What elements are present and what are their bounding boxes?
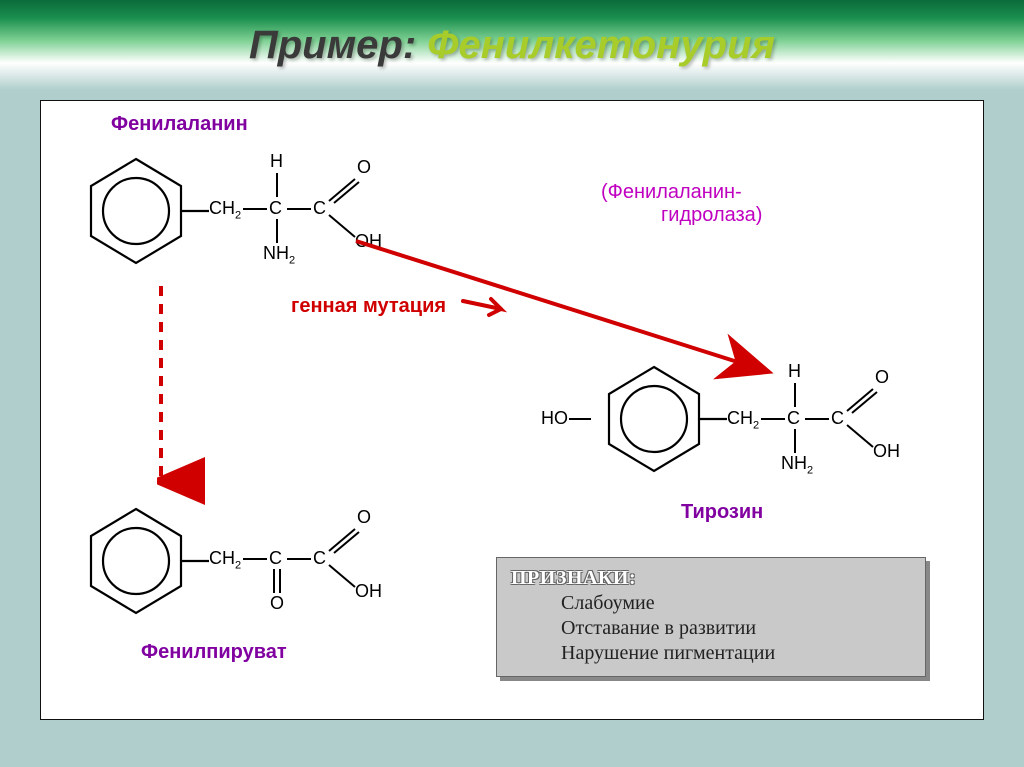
phe-c2: C	[313, 198, 326, 219]
pp-oh: OH	[355, 581, 382, 602]
atom-sub2-p: 2	[235, 560, 241, 572]
bond-pp-2	[285, 557, 313, 561]
bond-tyr-1	[759, 417, 787, 421]
slide-title: Пример: Фенилкетонурия	[249, 23, 775, 68]
arrow-dashed-down	[146, 286, 176, 496]
phe-ch2: CH2	[209, 198, 241, 222]
atom-ch-p: CH	[209, 548, 235, 568]
mutation-mark	[461, 291, 521, 321]
atom-nh: NH	[263, 243, 289, 263]
phe-o: O	[357, 157, 371, 178]
tyr-oh: OH	[873, 441, 900, 462]
tyr-o: O	[875, 367, 889, 388]
signs-item-2: Нарушение пигментации	[511, 641, 911, 666]
diagram-panel: Фенилаланин CH2 C H NH2 C O OH (Фенилала…	[40, 100, 984, 720]
bond-tyr-down	[793, 427, 797, 455]
signs-item-0: Слабоумие	[511, 591, 911, 616]
bond-pp-1	[241, 557, 269, 561]
atom-ch: CH	[209, 198, 235, 218]
label-phenylpyruvate: Фенилпируват	[141, 641, 287, 664]
bond-phe-dbO	[327, 175, 361, 205]
atom-sub2-t2: 2	[807, 465, 813, 477]
signs-box: ПРИЗНАКИ: Слабоумие Отставание в развити…	[496, 557, 926, 677]
bond-tyr-dbO	[845, 385, 879, 415]
benzene-phenylpyruvate	[71, 501, 201, 621]
atom-sub2-t: 2	[753, 420, 759, 432]
label-tyrosine: Тирозин	[681, 501, 763, 524]
pp-c2: C	[313, 548, 326, 569]
pp-o: O	[357, 507, 371, 528]
title-prefix: Пример:	[249, 23, 427, 67]
bond-phe-1	[241, 207, 269, 211]
tyr-nh2: NH2	[781, 453, 813, 477]
atom-ch-t: CH	[727, 408, 753, 428]
label-enzyme: (Фенилаланин- гидролаза)	[601, 181, 762, 227]
label-phenylalanine: Фенилаланин	[111, 113, 248, 136]
tyr-c2: C	[831, 408, 844, 429]
signs-header: ПРИЗНАКИ:	[511, 566, 911, 591]
enzyme-line1: (Фенилаланин-	[601, 181, 762, 204]
bond-phe-up	[275, 171, 279, 199]
atom-nh-t: NH	[781, 453, 807, 473]
bond-tyr-2	[803, 417, 831, 421]
pp-c: C	[269, 548, 282, 569]
benzene-tyrosine	[589, 359, 719, 479]
tyr-c: C	[787, 408, 800, 429]
phe-h: H	[270, 151, 283, 172]
phe-nh2: NH2	[263, 243, 295, 267]
signs-item-1: Отставание в развитии	[511, 616, 911, 641]
tyr-ho: HO	[541, 408, 568, 429]
bond-pp-dbO	[327, 525, 361, 555]
benzene-phenylalanine	[71, 151, 201, 271]
tyr-ch2: CH2	[727, 408, 759, 432]
pp-ch2: CH2	[209, 548, 241, 572]
bond-pp-dbO-down	[270, 567, 284, 595]
atom-sub2b: 2	[289, 255, 295, 267]
title-term: Фенилкетонурия	[427, 23, 775, 67]
enzyme-line2: гидролаза)	[601, 204, 762, 227]
pp-o-down: O	[270, 593, 284, 614]
bond-phe-2	[285, 207, 313, 211]
tyr-h: H	[788, 361, 801, 382]
phe-c: C	[269, 198, 282, 219]
bond-tyr-ho	[569, 417, 591, 421]
bond-phe-down	[275, 217, 279, 245]
atom-sub2: 2	[235, 210, 241, 222]
bond-tyr-up	[793, 381, 797, 409]
title-bar: Пример: Фенилкетонурия	[0, 0, 1024, 90]
